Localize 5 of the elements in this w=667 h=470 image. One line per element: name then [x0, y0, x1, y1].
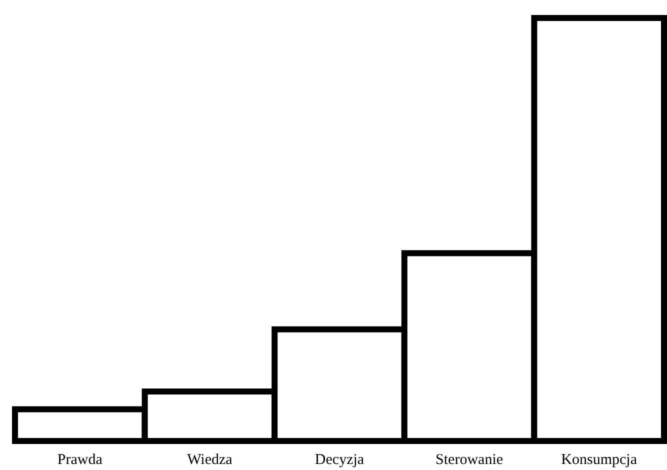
x-tick-label: Sterowanie [436, 452, 504, 468]
x-tick-label: Wiedza [187, 452, 233, 468]
x-tick-label: Konsumpcja [561, 452, 638, 468]
x-tick-label: Decyzja [314, 452, 364, 468]
x-tick-label: Prawda [57, 452, 103, 468]
